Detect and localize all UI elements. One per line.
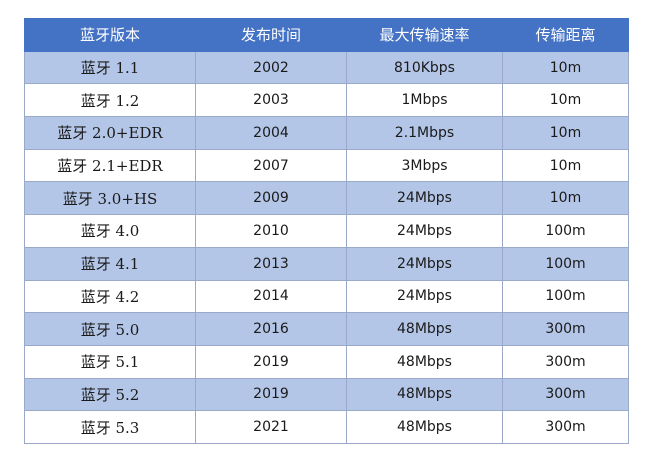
- table-row: 蓝牙 5.0 2016 48Mbps 300m: [24, 312, 629, 346]
- cell-range: 100m: [502, 214, 629, 248]
- cell-release-date: 2007: [195, 148, 347, 183]
- cell-max-speed: 24Mbps: [346, 246, 503, 281]
- cell-release-date: 2021: [195, 410, 347, 444]
- cell-version: 蓝牙 4.1: [24, 246, 196, 281]
- cell-release-date: 2009: [195, 181, 347, 216]
- header-version: 蓝牙版本: [24, 18, 196, 52]
- cell-range: 10m: [502, 148, 629, 183]
- cell-version: 蓝牙 5.1: [24, 344, 196, 379]
- cell-release-date: 2004: [195, 116, 347, 150]
- cell-release-date: 2016: [195, 312, 347, 346]
- cell-range: 300m: [502, 377, 629, 412]
- cell-max-speed: 2.1Mbps: [346, 116, 503, 150]
- cell-range: 10m: [502, 181, 629, 216]
- cell-range: 300m: [502, 344, 629, 379]
- cell-version: 蓝牙 4.0: [24, 214, 196, 248]
- header-max-speed: 最大传输速率: [346, 18, 503, 52]
- cell-version: 蓝牙 1.1: [24, 50, 196, 85]
- cell-version: 蓝牙 4.2: [24, 279, 196, 314]
- cell-release-date: 2010: [195, 214, 347, 248]
- cell-max-speed: 24Mbps: [346, 181, 503, 216]
- cell-range: 10m: [502, 116, 629, 150]
- cell-version: 蓝牙 5.3: [24, 410, 196, 444]
- cell-release-date: 2019: [195, 377, 347, 412]
- cell-max-speed: 48Mbps: [346, 312, 503, 346]
- cell-max-speed: 24Mbps: [346, 279, 503, 314]
- cell-max-speed: 3Mbps: [346, 148, 503, 183]
- cell-version: 蓝牙 2.0+EDR: [24, 116, 196, 150]
- bluetooth-version-table: 蓝牙版本 发布时间 最大传输速率 传输距离 蓝牙 1.1 2002 810Kbps 1…: [24, 18, 629, 444]
- table-body: 蓝牙 1.1 2002 810Kbps 10m 蓝牙 1.2 2003 1Mbps 10m 蓝牙…: [24, 50, 629, 444]
- cell-max-speed: 48Mbps: [346, 344, 503, 379]
- table-row: 蓝牙 4.1 2013 24Mbps 100m: [24, 246, 629, 281]
- header-release-date: 发布时间: [195, 18, 347, 52]
- table-row: 蓝牙 2.0+EDR 2004 2.1Mbps 10m: [24, 116, 629, 150]
- table-header-row: 蓝牙版本 发布时间 最大传输速率 传输距离: [24, 18, 629, 52]
- cell-version: 蓝牙 1.2: [24, 83, 196, 118]
- cell-release-date: 2002: [195, 50, 347, 85]
- cell-version: 蓝牙 2.1+EDR: [24, 148, 196, 183]
- table-row: 蓝牙 4.0 2010 24Mbps 100m: [24, 214, 629, 248]
- cell-range: 100m: [502, 246, 629, 281]
- cell-version: 蓝牙 5.0: [24, 312, 196, 346]
- cell-range: 100m: [502, 279, 629, 314]
- cell-release-date: 2003: [195, 83, 347, 118]
- cell-range: 10m: [502, 83, 629, 118]
- cell-max-speed: 1Mbps: [346, 83, 503, 118]
- cell-release-date: 2013: [195, 246, 347, 281]
- bluetooth-version-table-container: 蓝牙版本 发布时间 最大传输速率 传输距离 蓝牙 1.1 2002 810Kbps 1…: [24, 18, 629, 444]
- table-row: 蓝牙 5.1 2019 48Mbps 300m: [24, 344, 629, 379]
- cell-max-speed: 24Mbps: [346, 214, 503, 248]
- table-row: 蓝牙 2.1+EDR 2007 3Mbps 10m: [24, 148, 629, 183]
- cell-version: 蓝牙 5.2: [24, 377, 196, 412]
- table-row: 蓝牙 5.3 2021 48Mbps 300m: [24, 410, 629, 444]
- cell-max-speed: 810Kbps: [346, 50, 503, 85]
- cell-range: 300m: [502, 410, 629, 444]
- cell-version: 蓝牙 3.0+HS: [24, 181, 196, 216]
- cell-range: 300m: [502, 312, 629, 346]
- cell-max-speed: 48Mbps: [346, 377, 503, 412]
- table-row: 蓝牙 3.0+HS 2009 24Mbps 10m: [24, 181, 629, 216]
- cell-max-speed: 48Mbps: [346, 410, 503, 444]
- table-row: 蓝牙 1.1 2002 810Kbps 10m: [24, 50, 629, 85]
- header-range: 传输距离: [502, 18, 629, 52]
- table-row: 蓝牙 1.2 2003 1Mbps 10m: [24, 83, 629, 118]
- cell-release-date: 2014: [195, 279, 347, 314]
- cell-range: 10m: [502, 50, 629, 85]
- cell-release-date: 2019: [195, 344, 347, 379]
- table-row: 蓝牙 4.2 2014 24Mbps 100m: [24, 279, 629, 314]
- table-row: 蓝牙 5.2 2019 48Mbps 300m: [24, 377, 629, 412]
